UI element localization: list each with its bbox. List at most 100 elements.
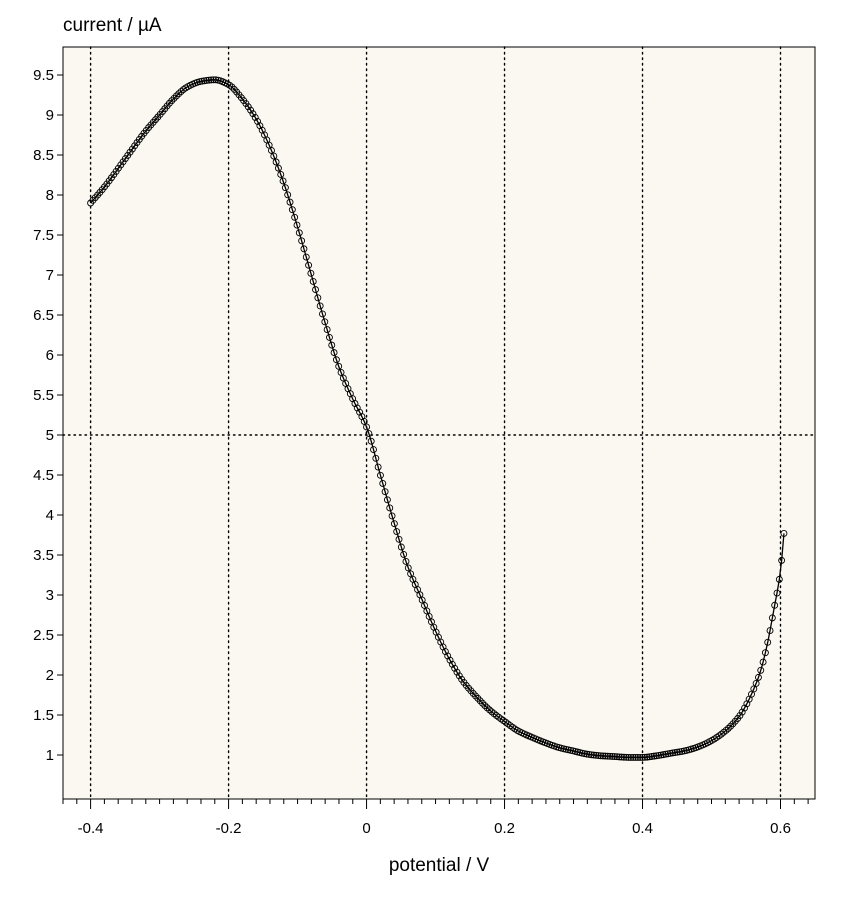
data-point [490, 710, 498, 718]
data-point [588, 751, 595, 759]
y-tick-label: 9.5 [33, 67, 54, 84]
y-tick-label: 4 [46, 507, 54, 524]
data-point [386, 504, 394, 512]
y-tick-label: 4.5 [33, 467, 54, 484]
data-point [778, 556, 786, 564]
data-point [309, 278, 317, 285]
data-point [402, 557, 410, 565]
data-point [397, 543, 405, 551]
data-point [319, 310, 326, 318]
data-point [388, 512, 396, 520]
y-tick-label: 2 [46, 667, 54, 684]
data-point [330, 349, 338, 357]
y-tick-label: 5.5 [33, 387, 54, 404]
data-point [636, 753, 644, 761]
data-point [757, 666, 765, 674]
data-point [717, 730, 725, 738]
data-point [768, 614, 776, 622]
data-point [664, 750, 672, 758]
data-series [87, 76, 788, 761]
data-point [611, 753, 619, 761]
x-tick-label: -0.4 [78, 820, 104, 837]
data-point [298, 237, 306, 245]
data-point [618, 753, 626, 761]
data-point [592, 751, 600, 759]
data-point [736, 712, 744, 720]
data-point [650, 752, 658, 760]
data-point [332, 356, 340, 364]
y-tick-label: 3.5 [33, 547, 54, 564]
x-tick-label: 0.6 [770, 820, 791, 837]
data-point [247, 106, 255, 114]
data-point [472, 692, 479, 700]
data-point [448, 660, 456, 668]
grid-lines [62, 46, 816, 800]
data-point [775, 575, 783, 583]
x-axis-title: potential / V [389, 855, 490, 876]
x-tick-label: -0.2 [216, 820, 242, 837]
y-tick-label: 5 [46, 427, 54, 444]
x-tick-label: 0.4 [632, 820, 653, 837]
data-point [268, 147, 275, 154]
data-point [455, 672, 463, 680]
data-point [639, 753, 646, 761]
y-tick-label: 7 [46, 267, 54, 284]
data-point [228, 83, 236, 91]
data-point [453, 668, 461, 676]
data-point [444, 652, 452, 660]
data-point [212, 76, 220, 84]
data-point [599, 752, 607, 760]
data-point [646, 753, 653, 761]
data-point [172, 92, 180, 100]
data-point [281, 184, 289, 192]
y-tick-label: 8.5 [33, 147, 54, 164]
data-point [251, 113, 259, 121]
data-point [377, 471, 384, 479]
data-point [395, 535, 403, 543]
data-point [288, 206, 296, 214]
x-axis: -0.4 -0.2 0 0.2 0.4 0.6 [62, 799, 809, 837]
data-point [365, 430, 373, 438]
plot-frame [62, 46, 816, 800]
data-point [659, 751, 667, 759]
data-point [291, 213, 299, 221]
data-point [764, 638, 772, 646]
data-point [752, 679, 760, 687]
data-point [585, 751, 593, 758]
data-point [648, 753, 656, 760]
data-point [671, 749, 679, 757]
data-point [474, 694, 482, 702]
data-point [175, 90, 183, 98]
data-point [657, 751, 665, 759]
data-point [502, 718, 510, 726]
data-point [641, 753, 649, 761]
data-point [272, 158, 280, 166]
data-point [312, 286, 319, 294]
data-point [286, 198, 294, 206]
y-tick-label: 7.5 [33, 227, 54, 244]
y-tick-label: 8 [46, 187, 54, 204]
data-point [370, 446, 377, 454]
data-point [673, 748, 681, 756]
data-point [314, 294, 322, 302]
data-point [302, 253, 310, 261]
x-tick-label: 0 [362, 820, 370, 837]
data-point [590, 751, 598, 759]
data-point [274, 164, 282, 172]
data-point [381, 488, 389, 496]
data-point [632, 753, 639, 761]
data-point [207, 76, 215, 84]
data-point [643, 753, 651, 761]
y-tick-label: 3 [46, 587, 54, 604]
data-point [305, 261, 313, 269]
y-tick-label: 1 [46, 747, 54, 764]
data-point [372, 454, 380, 462]
y-tick-label: 2.5 [33, 627, 54, 644]
data-point [481, 702, 489, 709]
data-point [469, 689, 477, 697]
data-point [446, 656, 454, 664]
data-point [652, 752, 660, 760]
data-point [755, 673, 762, 681]
data-point [279, 177, 287, 185]
data-point [780, 529, 788, 537]
